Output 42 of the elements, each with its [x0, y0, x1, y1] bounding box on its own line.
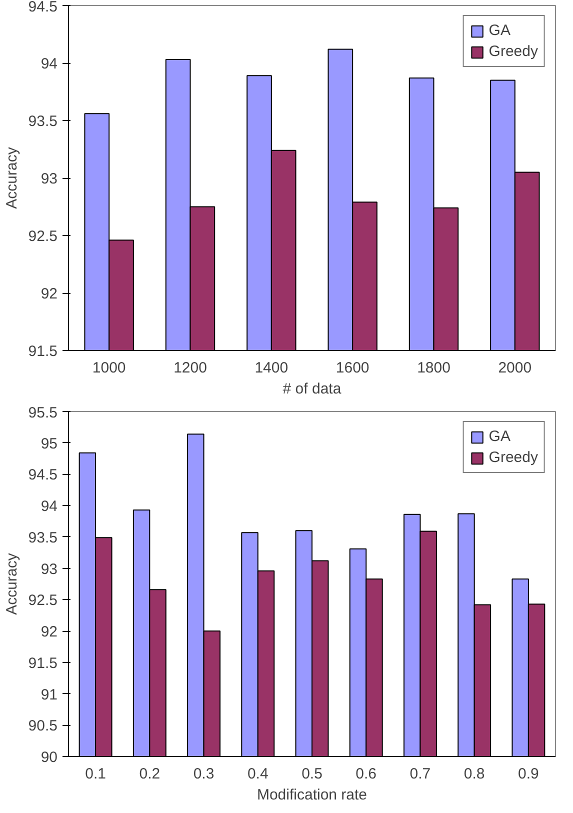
x-tick-label: 0.6: [356, 766, 377, 782]
y-tick-label: 91.5: [28, 654, 58, 672]
y-tick-label: 91.5: [28, 343, 58, 360]
x-axis-title: Modification rate: [256, 786, 368, 804]
legend-label: GA: [488, 22, 510, 39]
y-tick-label: 93.5: [28, 529, 58, 546]
x-tick-label: 0.1: [85, 766, 106, 782]
y-tick-label: 94: [40, 498, 58, 516]
x-tick-label: 0.2: [139, 766, 160, 782]
x-tick-label: 1200: [174, 360, 207, 376]
y-axis-title: Accuracy: [3, 552, 20, 615]
y-tick-label: 94.5: [28, 0, 58, 16]
y-tick-label: 92.5: [28, 228, 58, 245]
y-tick-label: 94: [40, 56, 58, 72]
y-tick-label: 92: [40, 624, 58, 641]
legend-label: GA: [488, 428, 510, 445]
y-tick-label: 94.5: [28, 466, 58, 484]
y-tick-label: 93: [40, 170, 58, 188]
y-tick-label: 90.5: [28, 718, 58, 735]
y-tick-label: 95: [40, 435, 58, 452]
legend-label: Greedy: [488, 43, 538, 60]
x-tick-label: 0.9: [518, 766, 539, 782]
x-tick-label: 0.7: [410, 766, 431, 782]
legend-label: Greedy: [488, 449, 538, 466]
y-tick-label: 90: [40, 749, 58, 766]
x-tick-label: 0.8: [464, 766, 485, 782]
y-tick-label: 93: [40, 560, 58, 578]
x-axis-title: # of data: [282, 380, 342, 398]
x-tick-label: 1800: [417, 360, 450, 376]
y-tick-label: 91: [40, 686, 58, 704]
x-tick-label: 1000: [92, 360, 126, 376]
x-tick-label: 1400: [254, 360, 288, 376]
y-tick-label: 92: [40, 286, 58, 302]
y-tick-label: 92.5: [28, 592, 58, 610]
y-tick-label: 93.5: [28, 113, 58, 130]
x-tick-label: 0.4: [247, 766, 268, 782]
x-tick-label: 0.5: [302, 766, 322, 782]
x-tick-label: 1600: [336, 360, 370, 376]
y-axis-title: Accuracy: [3, 146, 20, 209]
x-tick-label: 2000: [498, 360, 532, 376]
y-tick-label: 95.5: [28, 404, 58, 422]
x-tick-label: 0.3: [193, 766, 214, 782]
